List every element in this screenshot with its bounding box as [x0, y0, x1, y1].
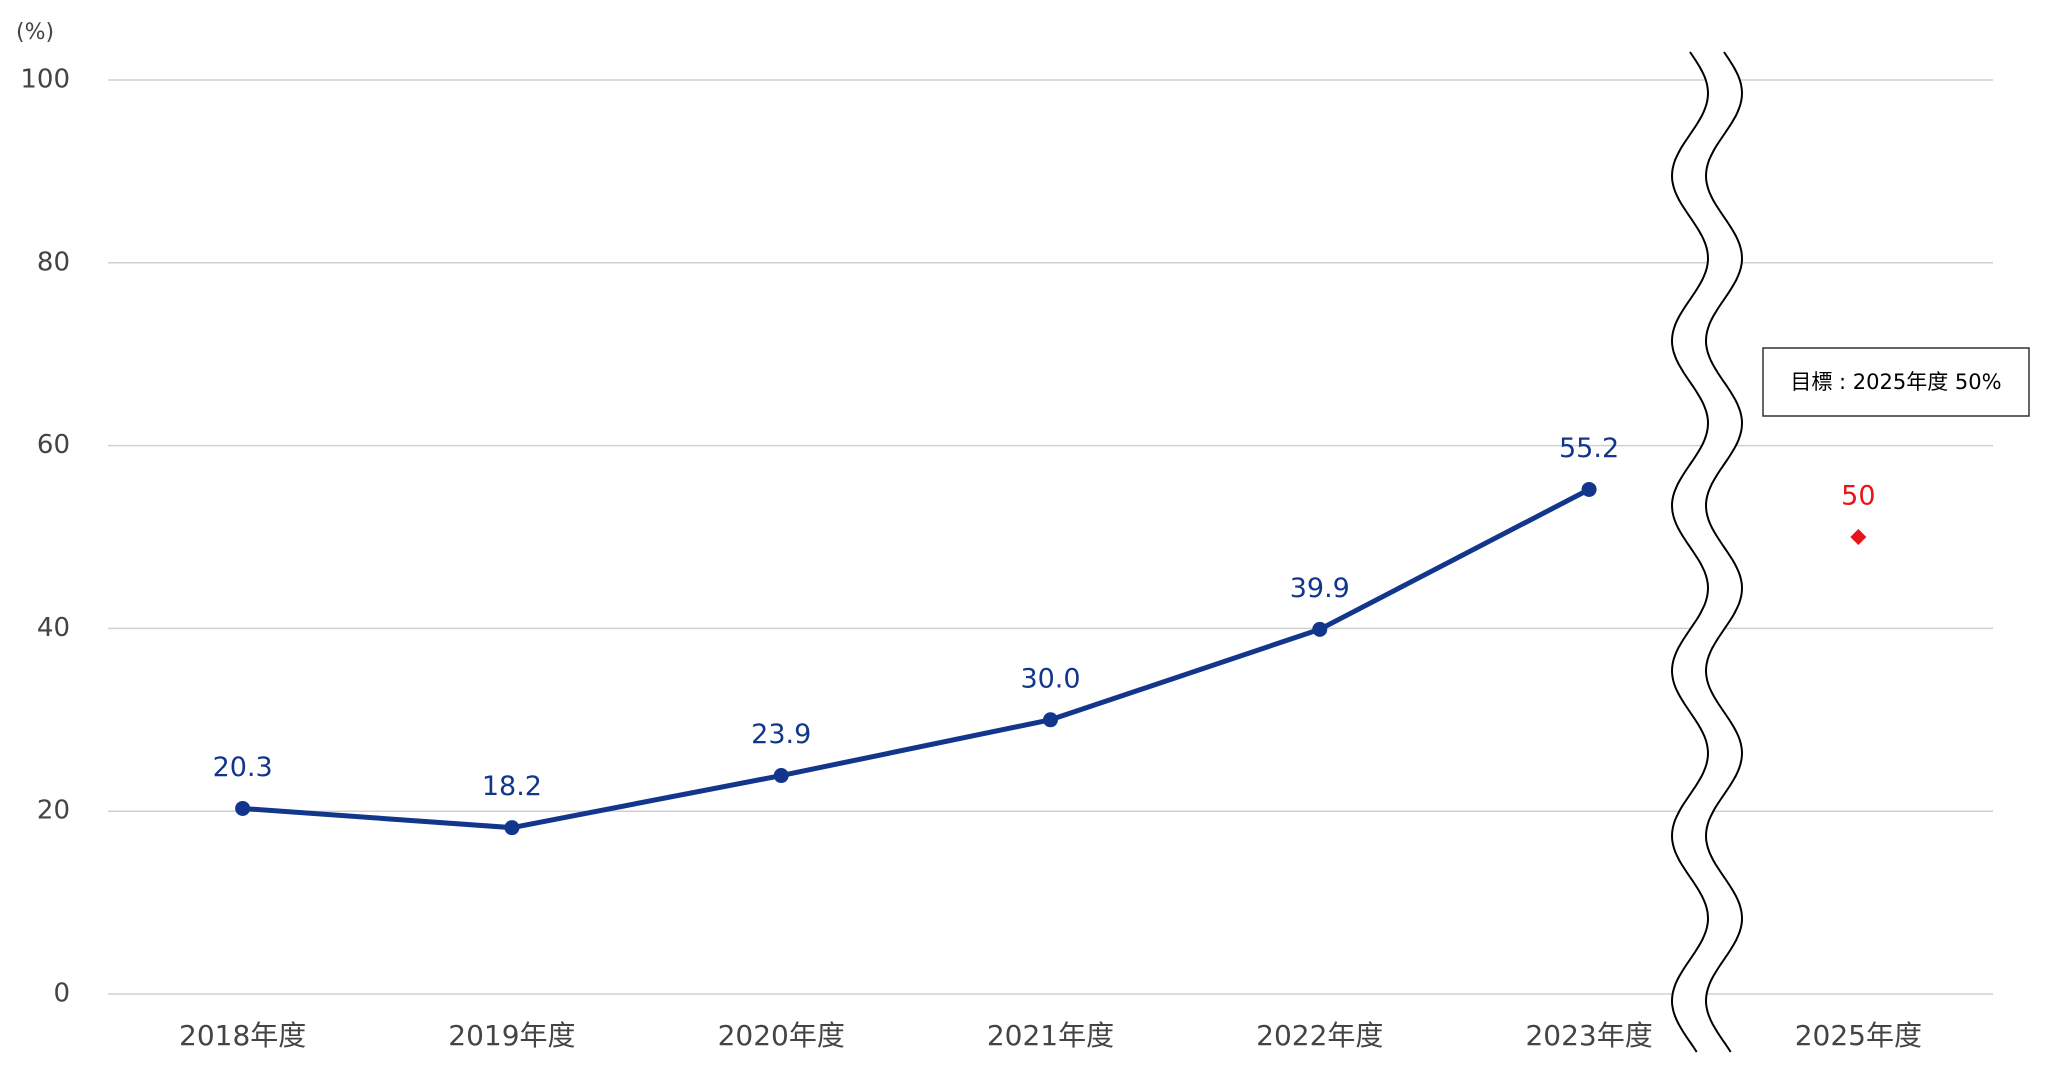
data-label: 55.2 [1559, 433, 1619, 464]
axis-break [1672, 52, 1742, 1052]
data-label: 50 [1841, 481, 1875, 512]
y-tick-label: 100 [20, 65, 70, 95]
data-point [773, 768, 789, 784]
data-point [1043, 712, 1058, 728]
data-point [235, 800, 251, 816]
y-tick-label: 20 [37, 796, 70, 826]
data-point [504, 820, 520, 836]
x-tick-label: 2019年度 [448, 1019, 575, 1052]
axis-break-line [1704, 51, 1744, 1053]
axis-break-line [1670, 51, 1710, 1053]
series-line [242, 487, 1591, 831]
x-tick-label: 2025年度 [1795, 1019, 1922, 1052]
data-point [1312, 621, 1328, 637]
data-label: 23.9 [751, 719, 811, 750]
y-tick-label: 80 [37, 247, 70, 277]
data-label: 18.2 [482, 771, 542, 802]
x-tick-label: 2021年度 [987, 1019, 1114, 1052]
data-label: 30.0 [1020, 663, 1080, 694]
annotation: 目標 : 2025年度 50% [1790, 370, 2001, 394]
data-label: 39.9 [1290, 573, 1350, 604]
data-point [1850, 529, 1867, 545]
data-point [1581, 481, 1597, 497]
y-tick-label: 60 [37, 430, 70, 460]
data-label: 20.3 [213, 752, 273, 783]
y-tick-label: 40 [37, 613, 70, 643]
x-tick-label: 2023年度 [1525, 1019, 1652, 1052]
x-tick-label: 2022年度 [1256, 1019, 1383, 1052]
x-tick-label: 2018年度 [179, 1019, 306, 1052]
y-axis-label: (%) [16, 20, 54, 45]
x-tick-label: 2020年度 [718, 1019, 845, 1052]
y-tick-label: 0 [53, 979, 70, 1009]
annotation-box [1762, 347, 2030, 417]
